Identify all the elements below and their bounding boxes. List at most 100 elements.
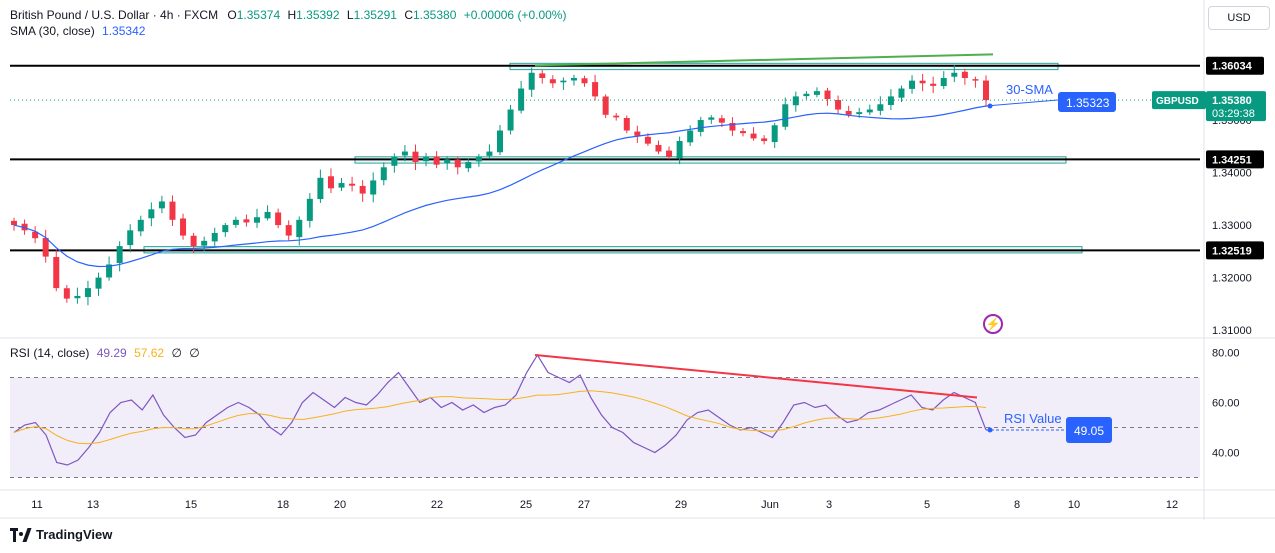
key-level-label: 1.34251 xyxy=(1212,154,1252,166)
candle xyxy=(803,91,810,100)
candle-body xyxy=(740,131,746,134)
candle-body xyxy=(951,72,958,77)
candle-body xyxy=(961,71,968,79)
candle-body xyxy=(919,80,926,84)
candle xyxy=(613,112,620,121)
sma-line xyxy=(13,105,987,268)
candle xyxy=(11,217,17,231)
candle xyxy=(444,156,451,170)
candle-body xyxy=(475,156,482,162)
candle xyxy=(370,172,377,203)
symbol-tag-label: GBPUSD xyxy=(1156,96,1199,107)
candle xyxy=(708,115,715,124)
rsi-extra-2: ∅ xyxy=(189,346,200,360)
candle-body xyxy=(296,219,303,238)
candle-body xyxy=(32,231,39,239)
candle xyxy=(53,249,60,292)
candle xyxy=(930,76,937,94)
time-tick-label: 22 xyxy=(431,499,443,511)
rsi-tick-label: 80.00 xyxy=(1212,348,1240,360)
candle xyxy=(655,140,662,155)
candle-body xyxy=(792,96,799,106)
ohlc-low-value: 1.35291 xyxy=(353,8,397,22)
candle-body xyxy=(592,82,599,97)
symbol-title: British Pound / U.S. Dollar · 4h · FXCM xyxy=(10,8,219,22)
candle-body xyxy=(412,151,419,163)
candle-body xyxy=(877,104,884,111)
candle xyxy=(518,80,525,114)
candle-body xyxy=(148,209,155,219)
rsi-line xyxy=(13,353,987,466)
candle xyxy=(349,176,356,192)
candle xyxy=(740,128,746,137)
candle-body xyxy=(158,201,165,209)
candle xyxy=(729,117,736,136)
ohlc-high-label: H xyxy=(287,8,297,22)
candle-body xyxy=(486,151,493,156)
candle-body xyxy=(95,277,102,289)
time-tick-label: 15 xyxy=(185,499,197,511)
candle-body xyxy=(465,162,472,169)
candle-body xyxy=(401,151,408,156)
candle-body xyxy=(539,73,546,79)
rsi-tick-label: 60.00 xyxy=(1212,398,1240,410)
candle xyxy=(866,104,873,116)
rsi-extra-1: ∅ xyxy=(171,346,182,360)
candle-body xyxy=(687,130,694,143)
ohlc-close-value: 1.35380 xyxy=(412,8,457,22)
rsi-value-label: 49.05 xyxy=(1074,424,1104,438)
candle xyxy=(877,96,884,116)
candle-body xyxy=(930,83,937,86)
candle-body xyxy=(634,131,641,136)
candle xyxy=(771,122,778,148)
candle xyxy=(306,193,313,228)
candle xyxy=(32,226,39,244)
candle xyxy=(750,127,757,141)
lightning-icon[interactable]: ⚡ xyxy=(983,314,1003,334)
sma-value: 1.35342 xyxy=(102,24,146,38)
rsi-label: RSI (14, close) xyxy=(10,346,90,360)
candle-body xyxy=(211,232,218,242)
candle-body xyxy=(116,246,123,263)
candle xyxy=(835,95,842,115)
candle-body xyxy=(708,117,715,120)
candle xyxy=(983,75,989,107)
candle-body xyxy=(497,130,503,153)
candle-body xyxy=(507,109,514,131)
candle-body xyxy=(856,112,863,115)
rsi-divergence-trendline xyxy=(534,354,978,399)
candle xyxy=(95,272,102,296)
time-tick-label: Jun xyxy=(761,499,779,511)
price-tick-label: 1.32000 xyxy=(1212,273,1252,285)
candle-body xyxy=(729,123,736,131)
candle xyxy=(275,208,282,229)
candle-body xyxy=(718,118,725,123)
candle-body xyxy=(190,235,197,247)
candle xyxy=(581,75,588,87)
candle xyxy=(359,180,366,202)
currency-button[interactable]: USD xyxy=(1208,6,1270,30)
candle xyxy=(222,222,229,237)
price-tick-label: 1.33000 xyxy=(1212,220,1252,232)
last-price-tag xyxy=(1206,91,1266,122)
candle-body xyxy=(275,212,282,226)
candle xyxy=(158,195,165,214)
candle xyxy=(412,144,419,171)
price-change: +0.00006 (+0.00%) xyxy=(463,8,567,22)
rsi-legend[interactable]: RSI (14, close) 49.29 57.62 ∅ ∅ xyxy=(10,346,200,360)
candle-body xyxy=(306,198,313,221)
price-tick-label: 1.34000 xyxy=(1212,168,1252,180)
ohlc-open-value: 1.35374 xyxy=(236,8,281,22)
candle xyxy=(327,168,334,194)
candle xyxy=(148,202,155,227)
time-tick-label: 5 xyxy=(924,499,930,511)
candle xyxy=(909,75,916,94)
candle-body xyxy=(623,118,630,131)
footer-brand[interactable]: TradingView xyxy=(10,527,112,542)
ohlc-high-value: 1.35392 xyxy=(296,8,340,22)
sma-annotation: 30-SMA xyxy=(1006,82,1053,97)
candle xyxy=(285,220,292,241)
candle-body xyxy=(380,167,387,181)
sma-legend[interactable]: SMA (30, close) 1.35342 xyxy=(10,24,145,38)
